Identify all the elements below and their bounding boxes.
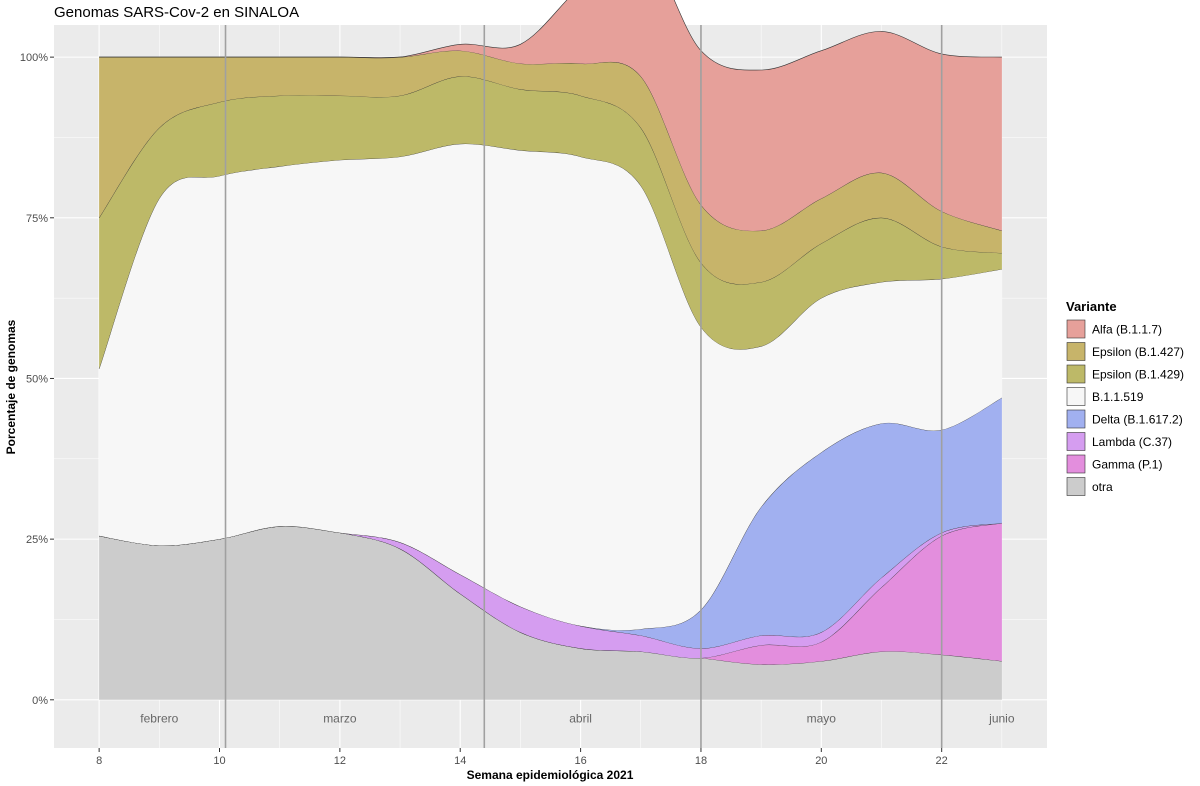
legend-swatch xyxy=(1066,409,1086,429)
y-tick-label: 0% xyxy=(32,695,48,707)
y-tick-label: 75% xyxy=(26,213,48,225)
legend-label: Epsilon (B.1.427) xyxy=(1092,345,1184,359)
area-series-group xyxy=(98,0,1003,700)
x-tick-label: 12 xyxy=(334,755,346,767)
legend-items: Alfa (B.1.1.7) Epsilon (B.1.427) Epsilon (… xyxy=(1066,319,1184,496)
y-tick-label: 25% xyxy=(26,534,48,546)
area-series-outline-0 xyxy=(99,0,1002,71)
area-series-7 xyxy=(99,526,1002,700)
legend-swatch xyxy=(1066,364,1086,384)
area-series-0 xyxy=(99,0,1002,231)
y-axis-title: Porcentaje de genomas xyxy=(4,319,18,454)
x-tick-label: 14 xyxy=(454,755,466,767)
month-label: abril xyxy=(569,711,592,725)
x-tick-label: 20 xyxy=(815,755,827,767)
x-tick-label: 18 xyxy=(695,755,707,767)
legend-label: otra xyxy=(1092,480,1113,494)
month-label: marzo xyxy=(323,711,357,725)
y-axis: 0% 25% 50% 75% 100% xyxy=(20,52,54,707)
legend-label: Lambda (C.37) xyxy=(1092,435,1172,449)
month-label: febrero xyxy=(140,711,178,725)
area-series-3 xyxy=(99,143,1002,631)
y-tick-label: 100% xyxy=(20,52,48,64)
legend-swatch xyxy=(1066,342,1086,361)
area-series-2 xyxy=(99,76,1002,369)
month-label: mayo xyxy=(807,711,837,725)
area-series-1 xyxy=(99,50,1002,285)
x-tick-label: 10 xyxy=(213,755,225,767)
x-tick-label: 8 xyxy=(96,755,102,767)
area-series-5 xyxy=(99,523,1002,659)
x-axis-title: Semana epidemiológica 2021 xyxy=(467,768,634,782)
area-series-4 xyxy=(99,397,1002,649)
x-tick-label: 16 xyxy=(574,755,586,767)
legend-swatch xyxy=(1066,432,1086,451)
legend-title: Variante xyxy=(1066,299,1117,314)
legend-swatch xyxy=(1066,387,1086,406)
legend-label: Gamma (P.1) xyxy=(1092,458,1162,472)
area-series-6 xyxy=(99,523,1002,665)
month-divider-lines xyxy=(224,25,943,748)
legend-label: Delta (B.1.617.2) xyxy=(1092,413,1183,427)
legend-swatch xyxy=(1066,477,1086,496)
chart-title: Genomas SARS-Cov-2 en SINALOA xyxy=(54,4,299,21)
legend-swatch xyxy=(1066,319,1086,339)
y-tick-label: 50% xyxy=(26,373,48,385)
month-label: junio xyxy=(988,711,1015,725)
legend-label: B.1.1.519 xyxy=(1092,390,1144,404)
legend-swatch xyxy=(1066,454,1086,474)
month-labels: febrero marzo abril mayo junio xyxy=(140,711,1015,725)
area-series-outline-2 xyxy=(98,76,1002,285)
legend: Variante Alfa (B.1.1.7) Epsilon (B.1.427)… xyxy=(1066,299,1184,496)
legend-label: Alfa (B.1.1.7) xyxy=(1092,323,1162,337)
legend-label: Epsilon (B.1.429) xyxy=(1092,368,1184,382)
x-tick-label: 22 xyxy=(936,755,948,767)
x-axis: 8 10 12 14 16 18 20 22 xyxy=(96,748,948,767)
